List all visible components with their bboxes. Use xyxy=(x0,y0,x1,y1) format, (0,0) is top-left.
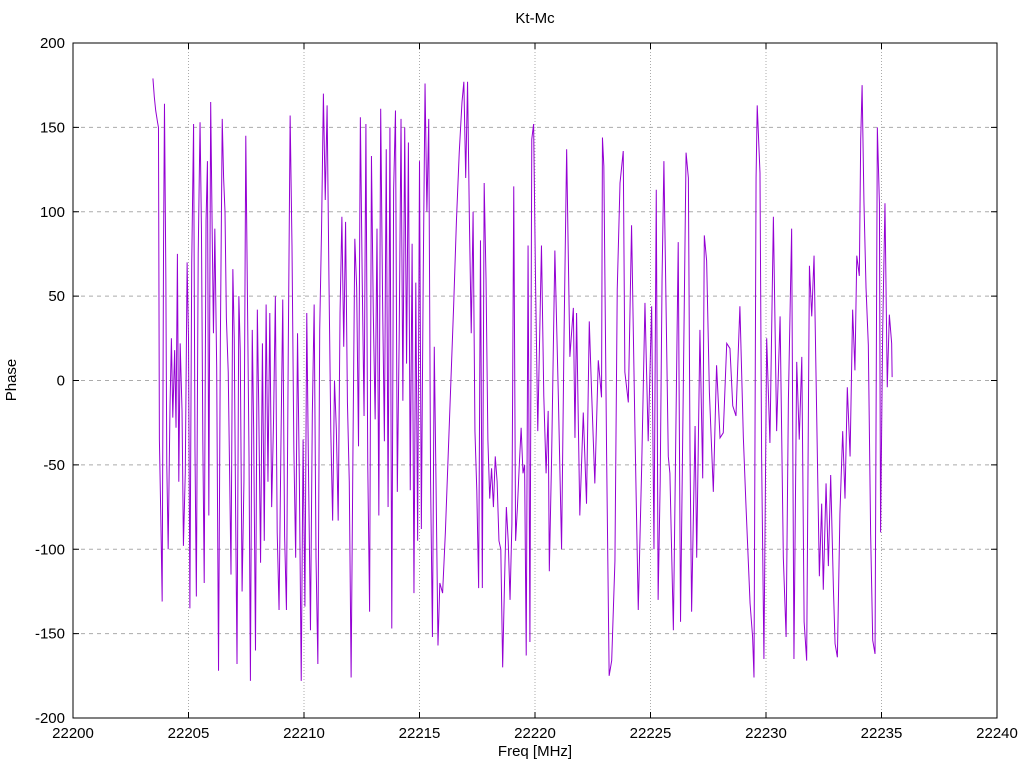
x-tick-label: 22215 xyxy=(399,725,441,742)
x-tick-label: 22225 xyxy=(630,725,672,742)
y-tick-label: 200 xyxy=(40,35,65,52)
y-tick-label: 150 xyxy=(40,119,65,136)
y-tick-label: 0 xyxy=(57,373,65,390)
data-series xyxy=(152,78,893,681)
y-axis-label: Phase xyxy=(3,359,20,402)
y-tick-label: -150 xyxy=(35,626,65,643)
tick-labels: 22200 22205 22210 22215 22220 22225 22230 22235… xyxy=(35,35,1018,742)
x-tick-label: 22240 xyxy=(976,725,1018,742)
y-tick-label: -200 xyxy=(35,710,65,727)
y-tick-label: -50 xyxy=(43,457,65,474)
phase-trace xyxy=(152,78,893,681)
y-tick-label: -100 xyxy=(35,541,65,558)
x-tick-label: 22205 xyxy=(168,725,210,742)
x-tick-label: 22220 xyxy=(514,725,556,742)
chart-title: Kt-Mc xyxy=(515,10,555,27)
y-tick-label: 50 xyxy=(48,288,65,305)
plot-border xyxy=(72,42,998,719)
x-axis-label: Freq [MHz] xyxy=(498,743,572,760)
y-tick-label: 100 xyxy=(40,204,65,221)
x-tick-label: 22210 xyxy=(283,725,325,742)
x-tick-label: 22230 xyxy=(745,725,787,742)
x-tick-label: 22200 xyxy=(52,725,94,742)
gridlines xyxy=(73,43,997,718)
x-tick-label: 22235 xyxy=(861,725,903,742)
